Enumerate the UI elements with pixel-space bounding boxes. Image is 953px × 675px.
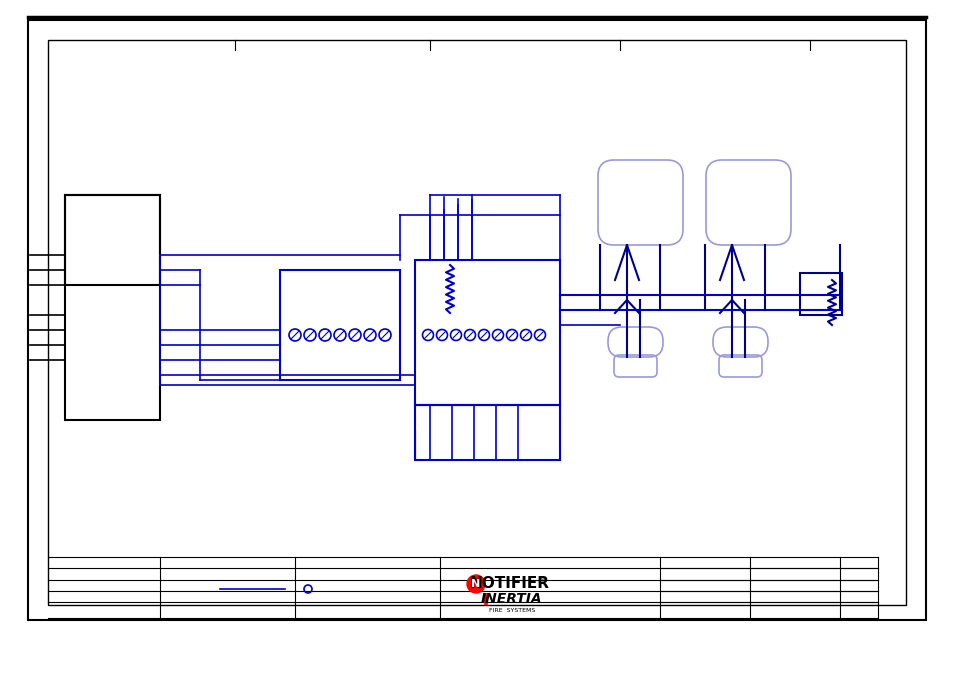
Bar [280,270,399,380]
Bar [800,273,841,315]
Bar [48,40,905,605]
Bar [65,195,160,285]
Bar [415,260,559,405]
Bar [483,593,486,604]
Bar [28,20,925,620]
Text: NOTIFIER: NOTIFIER [470,576,550,591]
Circle shape [467,575,484,593]
Text: FIRE  SYSTEMS: FIRE SYSTEMS [488,608,535,614]
Bar [415,405,559,460]
Bar [65,195,160,420]
Text: INERTIA: INERTIA [480,592,542,606]
Text: ®: ® [537,578,545,584]
Text: N: N [471,579,480,589]
